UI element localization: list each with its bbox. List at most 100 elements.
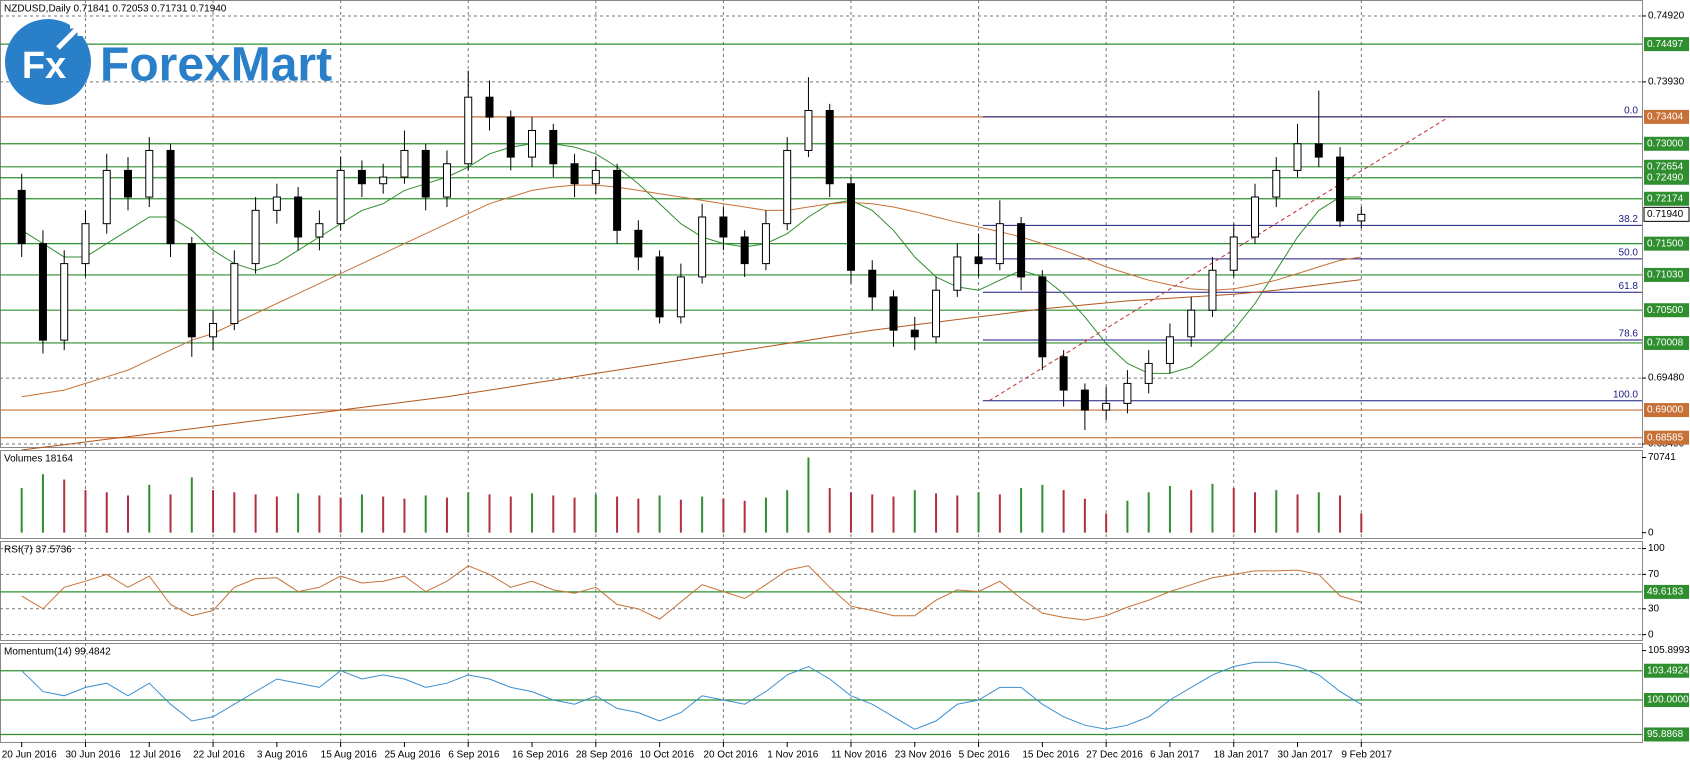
level-label: 0.74497 [1647, 39, 1684, 50]
fib-label: 0.0 [1624, 106, 1638, 117]
candle-body [570, 163, 579, 185]
fib-label: 61.8 [1619, 281, 1639, 292]
candle-body [889, 296, 898, 331]
panel-frame [0, 450, 1643, 539]
x-tick-label: 3 Aug 2016 [257, 750, 308, 761]
candle-body [357, 169, 366, 185]
candle-body [698, 216, 707, 278]
level-label: 0.73404 [1647, 112, 1684, 123]
x-tick-label: 15 Dec 2016 [1022, 750, 1079, 761]
panel-title: Momentum(14) 99.4842 [4, 647, 111, 658]
candle-body [442, 163, 451, 198]
y-tick-label: 70741 [1648, 452, 1676, 463]
candle-body [209, 323, 218, 338]
y-tick-label: 0 [1648, 527, 1654, 538]
candle-body [379, 176, 388, 185]
candle-body [761, 223, 770, 265]
panel-title: Volumes 18164 [4, 454, 73, 465]
panel-title: RSI(7) 37.5736 [4, 545, 72, 556]
candle-body [166, 149, 175, 245]
candle-body [634, 229, 643, 258]
candle-body [400, 149, 409, 178]
candle-body [846, 183, 855, 271]
x-tick-label: 12 Jul 2016 [129, 750, 181, 761]
candle-body [294, 196, 303, 238]
candle-body [613, 169, 622, 231]
candle-body [1208, 269, 1217, 311]
level-label: 0.71030 [1647, 270, 1684, 281]
candle-body [676, 276, 685, 318]
candle-body [591, 169, 600, 185]
x-tick-label: 5 Dec 2016 [959, 750, 1011, 761]
level-box [1644, 584, 1689, 599]
x-tick-label: 10 Oct 2016 [640, 750, 695, 761]
candle-body [1336, 156, 1345, 222]
candle-body [1059, 356, 1068, 391]
x-tick-label: 27 Dec 2016 [1086, 750, 1143, 761]
level-box [1644, 663, 1689, 678]
level-label: 95.8868 [1647, 729, 1684, 740]
level-box [1644, 303, 1689, 318]
x-tick-label: 11 Nov 2016 [831, 750, 887, 761]
candle-body [251, 209, 260, 265]
candle-body [485, 96, 494, 118]
candle-body [868, 269, 877, 298]
x-tick-label: 15 Aug 2016 [321, 750, 378, 761]
candle-body [1123, 382, 1132, 404]
candle-body [124, 169, 133, 198]
candle-body [464, 96, 473, 165]
x-tick-label: 6 Sep 2016 [448, 750, 500, 761]
level-label: 0.68585 [1647, 432, 1684, 443]
level-label: 0.73000 [1647, 138, 1684, 149]
candle-body [740, 236, 749, 265]
candle-body [17, 189, 26, 245]
y-tick-label: 70 [1648, 569, 1660, 580]
candle-body [1017, 223, 1026, 278]
level-box [1644, 236, 1689, 251]
candle-body [81, 223, 90, 265]
y-tick-label: 0.73930 [1648, 77, 1685, 88]
level-box [1644, 727, 1689, 742]
candle-body [783, 149, 792, 225]
candle-body [1229, 236, 1238, 271]
candle-body [1250, 196, 1259, 238]
indicator-line [21, 661, 1362, 730]
candle-body [336, 169, 345, 225]
panel-frame [0, 0, 1643, 448]
candle-body [995, 223, 1004, 265]
x-tick-label: 18 Jan 2017 [1214, 750, 1269, 761]
x-tick-label: 23 Nov 2016 [895, 750, 952, 761]
x-tick-label: 6 Jan 2017 [1150, 750, 1200, 761]
moving-average [21, 279, 1362, 451]
candle-body [1080, 389, 1089, 411]
candle-body [315, 223, 324, 238]
fib-label: 100.0 [1613, 389, 1638, 400]
moving-average [21, 184, 1362, 398]
trend-line [988, 116, 1449, 402]
logo-circle [5, 19, 91, 105]
candle-body [1272, 169, 1281, 198]
candle-body [1165, 336, 1174, 364]
candle-body [974, 256, 983, 265]
candle-body [655, 256, 664, 318]
logo-mark: Fx [22, 45, 66, 87]
candle-body [910, 329, 919, 338]
level-box [1644, 159, 1689, 174]
level-box [1644, 191, 1689, 206]
candle-body [145, 149, 154, 198]
candle-body [953, 256, 962, 291]
x-tick-label: 25 Aug 2016 [384, 750, 441, 761]
candle-body [1314, 143, 1323, 158]
level-label: 0.70008 [1647, 338, 1684, 349]
candle-body [1357, 213, 1366, 222]
x-tick-label: 30 Jun 2016 [65, 750, 120, 761]
candle-body [549, 129, 558, 165]
candle-body [102, 169, 111, 225]
candle-body [528, 129, 537, 158]
x-tick-label: 9 Feb 2017 [1341, 750, 1392, 761]
candle-body [421, 149, 430, 198]
y-tick-label: 0.74920 [1648, 11, 1685, 22]
level-label: 0.71500 [1647, 238, 1684, 249]
fib-label: 50.0 [1619, 247, 1639, 258]
